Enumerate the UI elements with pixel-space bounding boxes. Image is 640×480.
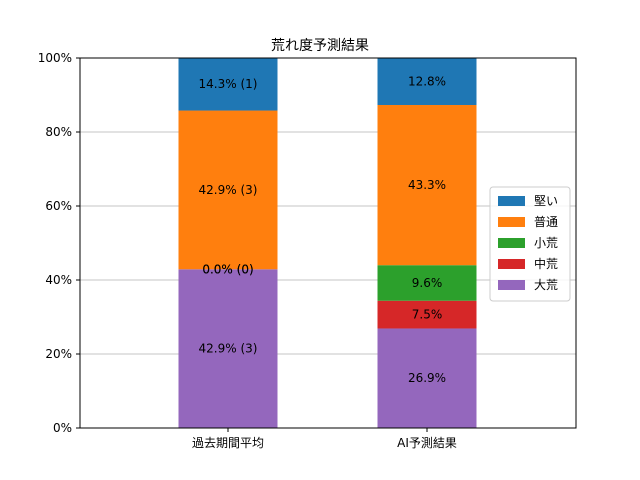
- bar-value-label: 7.5%: [412, 308, 443, 322]
- bar-segment: [377, 300, 477, 329]
- y-tick-label: 0%: [53, 421, 72, 435]
- bar-value-label: 42.9% (3): [199, 183, 258, 197]
- legend-swatch: [498, 196, 525, 206]
- y-tick-label: 40%: [45, 273, 72, 287]
- legend-label: 小荒: [534, 236, 558, 250]
- bar-segment: [377, 328, 477, 428]
- bar-value-label: 9.6%: [412, 276, 443, 290]
- legend-frame: [489, 186, 571, 302]
- legend-label: 中荒: [534, 256, 558, 271]
- bar-value-label: 12.8%: [408, 74, 446, 88]
- y-axis: 0% 20% 40% 60% 80% 100%: [38, 51, 80, 435]
- bar-segment: [178, 269, 278, 428]
- bar-value-label: 0.0% (0): [202, 262, 253, 276]
- legend-swatch: [498, 280, 525, 290]
- y-tick-label: 80%: [45, 125, 72, 139]
- x-axis: 過去期間平均 AI予測結果: [192, 428, 457, 450]
- bar-segment: [377, 265, 477, 301]
- bar-segment: [377, 104, 477, 266]
- x-tick-label: 過去期間平均: [192, 436, 264, 450]
- bar-value-label: 43.3%: [408, 178, 446, 192]
- bars: [178, 57, 477, 428]
- legend-swatch: [498, 217, 525, 227]
- y-tick-label: 20%: [45, 347, 72, 361]
- bar-segment: [178, 57, 278, 111]
- legend-label: 普通: [534, 215, 558, 229]
- bar-value-label: 42.9% (3): [199, 342, 258, 356]
- x-tick-label: AI予測結果: [397, 436, 457, 450]
- legend-swatch: [498, 238, 525, 248]
- chart-title: 荒れ度予測結果: [271, 38, 369, 54]
- legend-label: 大荒: [534, 278, 558, 292]
- bar-segment: [377, 57, 477, 105]
- legend-swatch: [498, 259, 525, 269]
- legend-label: 堅い: [534, 194, 558, 208]
- bar-labels: 42.9% (3)0.0% (0)0.0% (0)42.9% (3)14.3% …: [199, 74, 447, 385]
- y-tick-label: 100%: [38, 51, 72, 65]
- bar-segment: [178, 110, 278, 270]
- y-tick-label: 60%: [45, 199, 72, 213]
- bar-value-label: 14.3% (1): [199, 77, 258, 91]
- bar-value-label: 0.0% (0): [202, 262, 253, 276]
- plot-frame: [79, 57, 577, 429]
- bar-value-label: 26.9%: [408, 371, 446, 385]
